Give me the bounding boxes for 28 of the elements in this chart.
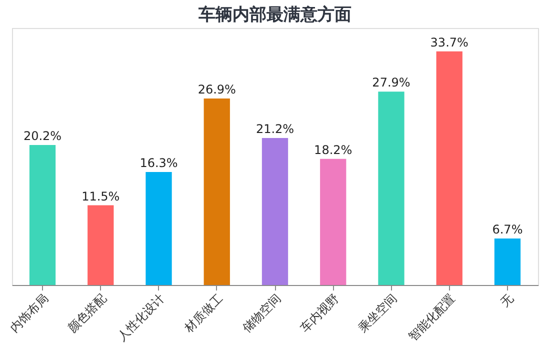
bar — [88, 205, 114, 285]
data-label: 16.3% — [140, 156, 178, 170]
data-label: 21.2% — [256, 122, 294, 136]
x-tick-label: 人性化设计 — [114, 291, 168, 344]
x-tick-label: 颜色搭配 — [65, 291, 110, 335]
bar — [436, 51, 462, 285]
bar — [494, 238, 521, 285]
data-label: 20.2% — [23, 128, 62, 143]
chart-title: 车辆内部最满意方面 — [198, 5, 352, 25]
data-label: 33.7% — [430, 35, 468, 50]
bar — [204, 98, 230, 285]
x-tick-label: 智能化配置 — [406, 291, 458, 344]
bar — [378, 92, 404, 285]
x-tick-label: 材质做工 — [180, 291, 226, 336]
bar — [146, 172, 172, 285]
x-tick-label: 乘坐空间 — [356, 291, 400, 335]
bar — [320, 158, 346, 285]
bar — [29, 144, 56, 285]
bar — [262, 138, 288, 285]
data-label: 6.7% — [492, 222, 523, 237]
data-label: 11.5% — [82, 189, 120, 204]
x-tick-label: 内饰布局 — [7, 291, 51, 335]
data-label: 27.9% — [372, 76, 410, 90]
data-label: 18.2% — [314, 142, 352, 157]
data-label: 26.9% — [198, 82, 236, 97]
x-tick-label: 车内视野 — [298, 291, 342, 335]
x-tick-label: 储物空间 — [240, 291, 284, 335]
x-tick-label: 无 — [498, 291, 516, 310]
